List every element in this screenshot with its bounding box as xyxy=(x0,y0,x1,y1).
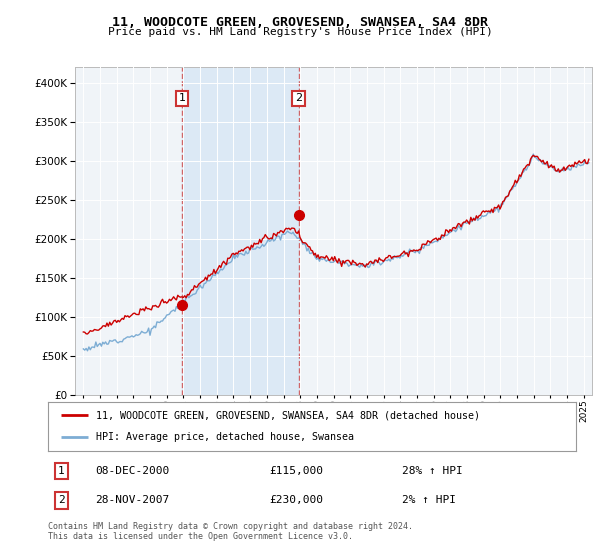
Text: 28% ↑ HPI: 28% ↑ HPI xyxy=(402,466,463,476)
Text: 1: 1 xyxy=(179,94,185,104)
Text: £230,000: £230,000 xyxy=(270,496,324,506)
Text: 11, WOODCOTE GREEN, GROVESEND, SWANSEA, SA4 8DR (detached house): 11, WOODCOTE GREEN, GROVESEND, SWANSEA, … xyxy=(95,410,479,421)
Text: £115,000: £115,000 xyxy=(270,466,324,476)
Text: 08-DEC-2000: 08-DEC-2000 xyxy=(95,466,170,476)
Text: Contains HM Land Registry data © Crown copyright and database right 2024.
This d: Contains HM Land Registry data © Crown c… xyxy=(48,522,413,542)
Text: 2% ↑ HPI: 2% ↑ HPI xyxy=(402,496,456,506)
Text: 2: 2 xyxy=(295,94,302,104)
Text: 28-NOV-2007: 28-NOV-2007 xyxy=(95,496,170,506)
Text: HPI: Average price, detached house, Swansea: HPI: Average price, detached house, Swan… xyxy=(95,432,353,442)
Text: 2: 2 xyxy=(58,496,65,506)
Text: Price paid vs. HM Land Registry's House Price Index (HPI): Price paid vs. HM Land Registry's House … xyxy=(107,27,493,37)
Bar xyxy=(182,67,299,395)
Text: 11, WOODCOTE GREEN, GROVESEND, SWANSEA, SA4 8DR: 11, WOODCOTE GREEN, GROVESEND, SWANSEA, … xyxy=(112,16,488,29)
Text: 1: 1 xyxy=(58,466,65,476)
